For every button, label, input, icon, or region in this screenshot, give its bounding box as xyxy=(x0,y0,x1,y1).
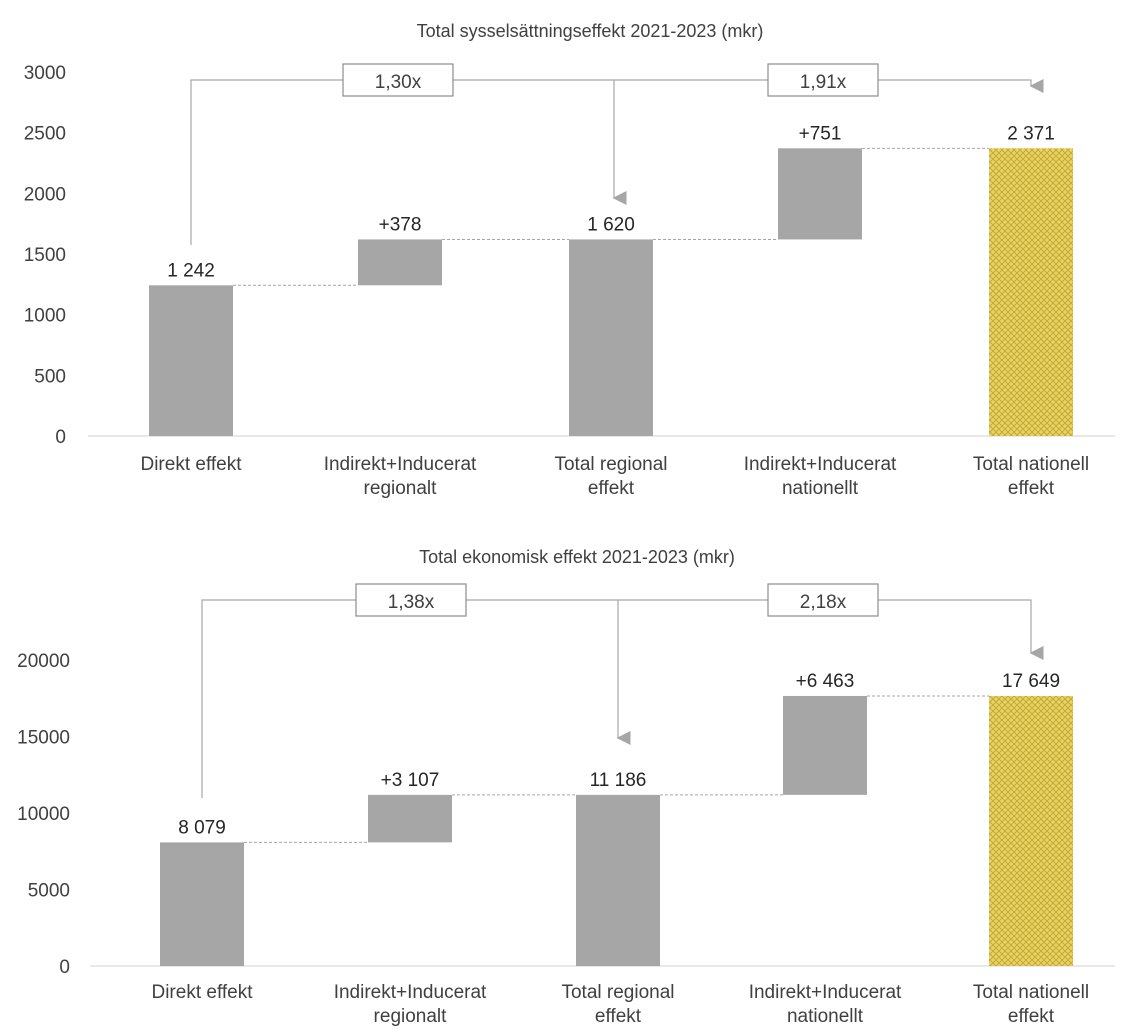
bar xyxy=(778,148,862,240)
multiplier-box xyxy=(767,583,879,617)
multiplier-box xyxy=(767,63,879,97)
category-label: Indirekt+Inducerat xyxy=(334,982,487,1003)
data-label: 1 620 xyxy=(587,214,635,235)
data-label: 2 371 xyxy=(1007,123,1055,144)
y-tick-label: 1000 xyxy=(24,306,66,327)
bar-total-national xyxy=(989,695,1073,966)
y-tick-label: 500 xyxy=(34,366,66,387)
data-label: +3 107 xyxy=(381,770,440,791)
data-label: 1 242 xyxy=(167,260,215,281)
bracket-arrow xyxy=(878,79,1044,93)
category-label: nationellt xyxy=(782,478,859,499)
data-label: +751 xyxy=(799,123,842,144)
chart-employment: Total sysselsättningseffekt 2021-2023 (m… xyxy=(24,21,1115,499)
category-label: effekt xyxy=(1008,1006,1055,1027)
category-label: Indirekt+Inducerat xyxy=(324,454,477,475)
data-label: +378 xyxy=(379,214,422,235)
y-tick-label: 3000 xyxy=(24,63,66,84)
chart-employment-plot: 0 500 1000 1500 2000 2500 3000 1 242 Direkt effe… xyxy=(24,63,1115,499)
y-tick-label: 0 xyxy=(59,957,70,978)
multiplier-label: 1,30x xyxy=(375,72,422,93)
multiplier-label: 2,18x xyxy=(800,592,847,613)
data-label: 11 186 xyxy=(590,770,647,791)
data-label: +6 463 xyxy=(796,671,855,692)
bar xyxy=(358,239,442,286)
y-tick-label: 0 xyxy=(55,427,66,448)
category-label: effekt xyxy=(1008,478,1055,499)
category-label: nationellt xyxy=(787,1006,864,1027)
category-label: Indirekt+Inducerat xyxy=(749,982,902,1003)
category-label: effekt xyxy=(595,1006,642,1027)
category-label: regionalt xyxy=(364,478,438,499)
category-label: Direkt effekt xyxy=(140,454,242,475)
category-label: Total regional xyxy=(554,454,667,475)
category-label: Direkt effekt xyxy=(151,982,253,1003)
y-tick-label: 5000 xyxy=(28,881,70,902)
y-tick-label: 20000 xyxy=(17,651,70,672)
bar xyxy=(569,239,653,436)
category-label: Total nationell xyxy=(973,982,1089,1003)
multiplier-label: 1,91x xyxy=(800,72,847,93)
y-tick-label: 10000 xyxy=(17,804,70,825)
y-tick-label: 15000 xyxy=(17,728,70,749)
chart-economic-plot: 0 5000 10000 15000 20000 8 079 Direkt effekt +3… xyxy=(17,583,1115,1027)
category-label: Indirekt+Inducerat xyxy=(744,454,897,475)
data-label: 17 649 xyxy=(1002,671,1060,692)
bar xyxy=(149,285,233,436)
bar xyxy=(160,842,244,966)
bar xyxy=(783,695,867,795)
y-tick-label: 2500 xyxy=(24,124,66,145)
data-label: 8 079 xyxy=(178,817,226,838)
bar-total-national xyxy=(989,148,1073,436)
bar xyxy=(576,794,660,966)
bar xyxy=(368,794,452,843)
bracket-arrow xyxy=(878,599,1044,660)
category-label: effekt xyxy=(588,478,635,499)
bracket-line xyxy=(201,599,356,798)
bracket-line xyxy=(190,79,343,245)
y-tick-label: 1500 xyxy=(24,245,66,266)
chart-title: Total sysselsättningseffekt 2021-2023 (m… xyxy=(417,21,764,41)
multiplier-label: 1,38x xyxy=(388,592,435,613)
multiplier-box xyxy=(355,583,467,617)
multiplier-box xyxy=(342,63,454,97)
chart-economic: Total ekonomisk effekt 2021-2023 (mkr) 0… xyxy=(17,547,1115,1027)
category-label: regionalt xyxy=(374,1006,448,1027)
category-label: Total regional xyxy=(561,982,674,1003)
y-tick-label: 2000 xyxy=(24,184,66,205)
chart-title: Total ekonomisk effekt 2021-2023 (mkr) xyxy=(419,547,735,567)
category-label: Total nationell xyxy=(973,454,1089,475)
